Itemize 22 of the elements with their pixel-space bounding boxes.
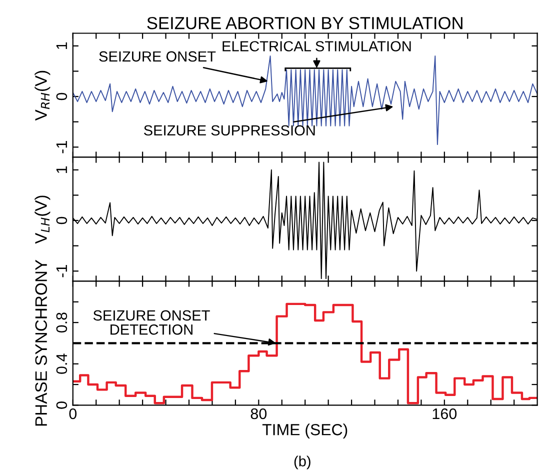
annotation: ELECTRICAL STIMULATION bbox=[222, 41, 411, 52]
annotation: SEIZURE SUPPRESSION bbox=[144, 125, 315, 136]
x-tick-label: 80 bbox=[250, 408, 267, 420]
x-tick-label: 160 bbox=[432, 408, 457, 420]
chart-title: SEIZURE ABORTION BY STIMULATION bbox=[147, 16, 462, 30]
y-axis-title: V$_{RH}$(V) bbox=[34, 70, 50, 121]
y-tick-label: -1 bbox=[56, 141, 67, 154]
x-axis-title: TIME (SEC) bbox=[262, 424, 348, 438]
annotation: SEIZURE ONSET bbox=[99, 51, 216, 62]
text: (b) bbox=[294, 456, 310, 470]
y-tick-label: 0.8 bbox=[56, 312, 68, 333]
annotation: SEIZURE ONSET DETECTION bbox=[93, 310, 210, 335]
y-axis-title: PHASE SYNCHRONY bbox=[35, 260, 48, 426]
y-tick-label: 1 bbox=[56, 42, 67, 49]
y-tick-label: 0.4 bbox=[56, 354, 68, 374]
y-tick-label: 0 bbox=[56, 92, 68, 100]
y-tick-label: 0 bbox=[56, 402, 68, 409]
y-tick-label: -1 bbox=[56, 265, 67, 278]
y-tick-label: 0 bbox=[56, 216, 68, 224]
x-tick-label: 0 bbox=[69, 408, 77, 420]
y-tick-label: 1 bbox=[56, 166, 67, 173]
y-axis-title: V$_{LH}$(V) bbox=[34, 196, 50, 244]
